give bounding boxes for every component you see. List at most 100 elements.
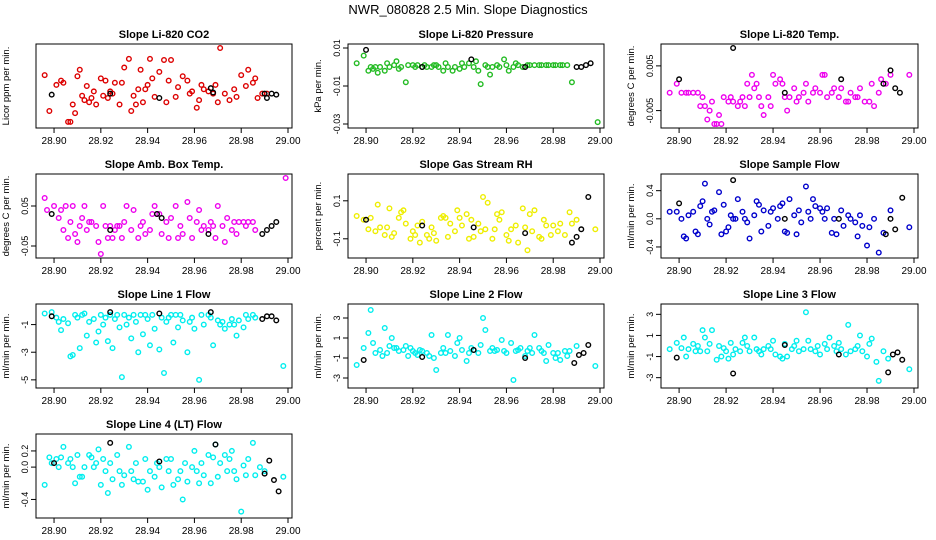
chart-title: Slope Line 4 (LT) Flow [106,419,222,431]
data-point [718,120,725,127]
data-point [83,332,90,339]
data-point [720,94,727,101]
flagged-point [676,200,683,207]
x-tick-label: 28.90 [42,396,67,407]
x-tick-label: 29.00 [587,396,612,407]
data-point [95,446,102,453]
data-point [847,348,854,355]
data-point [135,234,142,241]
flagged-point [207,309,214,316]
chart-title: Slope Li-820 Temp. [740,29,839,41]
data-point [723,348,730,355]
x-tick-label: 29.00 [275,136,300,147]
data-point [41,72,48,79]
data-point [842,98,849,105]
data-point [198,311,205,318]
data-point [79,92,86,99]
data-point [817,89,824,96]
data-point [367,307,374,314]
data-point [102,222,109,229]
data-point [196,480,203,487]
data-point [784,229,791,236]
data-point [177,222,184,229]
data-point [381,231,388,238]
data-point [109,234,116,241]
x-tick-label: 28.90 [42,136,67,147]
flagged-point [887,67,894,74]
data-point [852,94,859,101]
data-point [139,478,146,485]
data-point [198,81,205,88]
data-point [125,55,132,62]
data-point [86,218,93,225]
data-point [755,94,762,101]
data-point [240,462,247,469]
flagged-point [578,63,585,70]
data-point [871,103,878,110]
data-point [168,311,175,318]
data-point [116,222,123,229]
chart-slope-line-4-lt-flow: Slope Line 4 (LT) Flow 28.90 28.92 28.94 28.… [1,419,301,537]
data-point [116,101,123,108]
data-point [172,93,179,100]
data-point [531,207,538,214]
y-tick-label: -0.05 [20,236,30,257]
data-point [104,234,111,241]
data-point [699,327,706,334]
data-point [864,353,871,360]
data-point [179,73,186,80]
data-point [566,209,573,216]
data-point [708,98,715,105]
y-tick-label: 0.4 [645,184,655,197]
data-point [444,332,451,339]
data-point [170,339,177,346]
data-point [809,196,816,203]
data-point [561,348,568,355]
data-point [90,88,97,95]
data-point [835,339,842,346]
data-point [508,340,515,347]
data-point [433,237,440,244]
data-point [454,207,461,214]
data-point [838,85,845,92]
flagged-point [263,94,270,101]
x-tick-label: 28.94 [135,266,160,277]
data-point [875,89,882,96]
data-point [540,350,547,357]
data-point [458,347,465,354]
data-point [90,316,97,323]
plot-frame [660,43,919,129]
data-point [515,62,522,69]
data-point [828,229,835,236]
x-tick-label: 28.90 [354,266,379,277]
flagged-point [470,347,477,354]
data-point [739,208,746,215]
data-point [906,224,913,231]
data-point [673,339,680,346]
y-tick-label: 3 [645,312,655,317]
chart-slope-sample-flow: Slope Sample Flow 28.90 28.92 28.94 28.96 28.… [626,159,927,277]
x-tick-label: 28.94 [135,136,160,147]
flagged-point [573,63,580,70]
y-tick-label: 0.01 [332,39,342,57]
data-point [163,218,170,225]
data-point [67,456,74,463]
data-point [847,89,854,96]
data-point [812,348,819,355]
data-point [685,212,692,219]
data-point [118,234,125,241]
flagged-point [419,63,426,70]
data-point [751,85,758,92]
data-point [386,343,393,350]
data-point [214,473,221,480]
plot-frame [660,173,919,259]
y-tick-label: -1 [332,354,342,362]
data-point [718,353,725,360]
y-tick-label: -5 [20,376,30,384]
x-tick-label: 28.98 [541,136,566,147]
data-point [360,216,367,223]
data-point [880,348,887,355]
y-tick-label: -1 [645,353,655,361]
data-point [81,97,88,104]
x-tick-label: 28.96 [182,266,207,277]
